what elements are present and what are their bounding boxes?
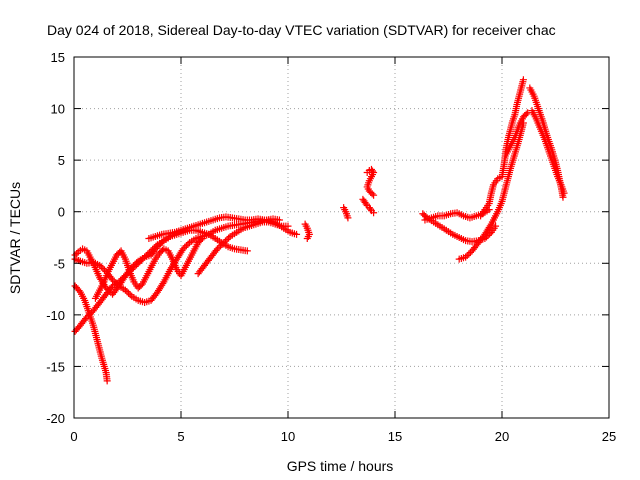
data-point <box>225 234 233 242</box>
series-trace-j <box>340 204 352 222</box>
data-point <box>133 259 141 267</box>
data-point <box>217 242 225 250</box>
y-tick-label: 5 <box>58 153 65 168</box>
data-point <box>104 286 112 294</box>
data-point <box>99 264 107 272</box>
series-trace-o <box>455 119 527 263</box>
series-trace-i <box>301 220 313 243</box>
series-trace-q <box>502 109 532 158</box>
grid <box>74 57 609 418</box>
x-axis-label: GPS time / hours <box>287 458 394 474</box>
x-tick-label: 10 <box>281 429 295 444</box>
series-trace-b <box>71 282 111 385</box>
x-tick-labels: 0 5 10 15 20 25 <box>70 429 616 444</box>
plot-frame <box>73 56 610 419</box>
data-point <box>366 205 374 213</box>
y-tick-label: -5 <box>53 256 65 271</box>
series-trace-s <box>528 107 568 197</box>
y-tick-label: -15 <box>46 359 65 374</box>
data-point <box>179 245 187 253</box>
data-point <box>220 239 228 247</box>
series-trace-c <box>71 230 213 306</box>
data-point <box>97 263 105 271</box>
y-axis-label: SDTVAR / TECUs <box>7 182 23 294</box>
data-point <box>303 235 311 243</box>
data-point <box>486 222 494 230</box>
data-point <box>368 190 376 198</box>
y-tick-label: 10 <box>51 102 65 117</box>
data-point <box>103 377 111 385</box>
data-point <box>155 241 163 249</box>
data-point <box>284 222 292 230</box>
x-tick-label: 25 <box>602 429 616 444</box>
axis-ticks <box>73 56 610 419</box>
data-point <box>129 262 137 270</box>
data-point <box>159 280 167 288</box>
series-trace-e <box>91 235 206 302</box>
data-point <box>213 245 221 253</box>
series-trace-n <box>421 206 493 224</box>
y-tick-label: 15 <box>51 50 65 65</box>
data-point <box>197 236 205 244</box>
data-point <box>153 243 161 251</box>
data-point <box>223 236 231 244</box>
data-point <box>370 191 378 199</box>
data-point <box>182 242 190 250</box>
data-point <box>462 253 470 261</box>
data-point <box>362 200 370 208</box>
y-tick-label: 0 <box>58 205 65 220</box>
series-trace-k <box>363 165 378 199</box>
data-point <box>198 235 206 243</box>
data-point <box>275 216 283 224</box>
data-point <box>463 252 471 260</box>
data-point <box>465 250 473 258</box>
data-point <box>184 240 192 248</box>
data-point <box>370 209 378 217</box>
data-point <box>221 237 229 245</box>
data-point <box>75 287 83 295</box>
data-point <box>293 230 301 238</box>
data-point <box>158 238 166 246</box>
data-point <box>243 247 251 255</box>
x-tick-label: 5 <box>177 429 184 444</box>
series-trace-p <box>477 76 527 220</box>
data-point <box>181 243 189 251</box>
data-point <box>71 251 79 259</box>
series-trace-l <box>359 195 378 217</box>
data-point <box>560 189 568 197</box>
x-tick-label: 0 <box>70 429 77 444</box>
chart-title: Day 024 of 2018, Sidereal Day-to-day VTE… <box>47 22 556 38</box>
data-point <box>344 214 352 222</box>
data-point <box>125 289 133 297</box>
y-tick-label: -20 <box>46 411 65 426</box>
series-trace-h <box>205 215 283 238</box>
data-point <box>519 76 527 84</box>
data-points <box>71 76 568 385</box>
data-point <box>215 243 223 251</box>
y-tick-label: -10 <box>46 308 65 323</box>
data-point <box>126 291 134 299</box>
x-tick-label: 20 <box>495 429 509 444</box>
y-tick-labels: -20 -15 -10 -5 0 5 10 15 <box>46 50 65 426</box>
data-point <box>157 240 165 248</box>
data-point <box>121 286 129 294</box>
data-point <box>559 193 567 201</box>
data-point <box>522 110 530 118</box>
data-point <box>123 288 131 296</box>
x-tick-label: 15 <box>388 429 402 444</box>
data-point <box>131 260 139 268</box>
data-point <box>110 277 118 285</box>
data-point <box>218 240 226 248</box>
data-point <box>109 276 117 284</box>
